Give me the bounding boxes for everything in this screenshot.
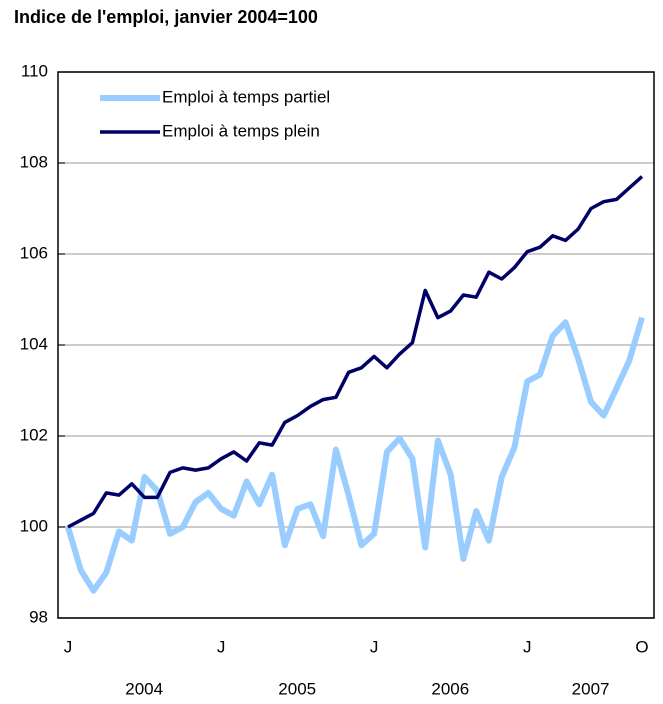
y-tick-label: 110: [21, 61, 48, 80]
y-tick-label: 98: [29, 607, 48, 626]
line-series: [65, 316, 645, 594]
year-label: 2007: [572, 679, 610, 698]
y-tick-label: 108: [20, 152, 48, 171]
y-tick-label: 100: [20, 516, 48, 535]
x-tick-label: J: [370, 637, 379, 656]
year-label: 2004: [125, 679, 163, 698]
y-tick-label: 102: [20, 425, 48, 444]
line-series: [67, 175, 644, 529]
year-label: 2005: [278, 679, 316, 698]
legend-label: Emploi à temps plein: [162, 121, 320, 140]
x-tick-label: O: [635, 637, 648, 656]
year-label: 2006: [431, 679, 469, 698]
y-tick-label: 106: [20, 243, 48, 262]
chart-title: Indice de l'emploi, janvier 2004=100: [14, 7, 318, 27]
x-tick-label: J: [523, 637, 532, 656]
x-tick-label: J: [217, 637, 226, 656]
legend-label: Emploi à temps partiel: [162, 87, 330, 106]
y-tick-label: 104: [20, 334, 48, 353]
x-tick-label: J: [64, 637, 73, 656]
plot-frame: [57, 71, 655, 619]
